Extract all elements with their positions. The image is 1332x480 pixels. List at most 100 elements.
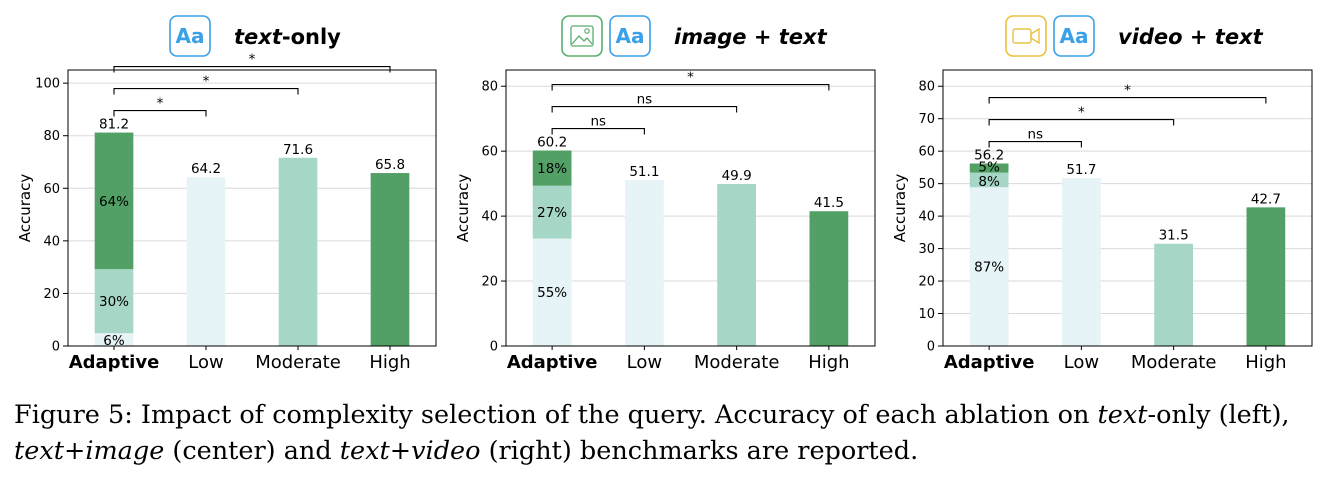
significance-bracket [551,83,830,91]
caption-italic-2: text+image [14,436,165,466]
significance-bracket [551,127,645,135]
image-icon-sun [584,28,590,34]
adaptive-share-label: 6% [103,333,125,349]
plot-frame [67,69,437,347]
text-icon-glyph: Aa [176,24,205,48]
adaptive-share-label: 30% [99,294,129,310]
y-tick-label: 40 [918,210,935,225]
bar-moderate [1154,243,1193,346]
caption-text-4: (right) benchmarks are reported. [480,436,919,466]
bar-high [1246,207,1286,346]
x-tick-label: Low [627,352,662,373]
significance-bracket [551,105,738,113]
y-tick-label: 20 [918,275,935,290]
significance-label: * [249,52,256,68]
bar-value-label: 56.2 [974,148,1004,164]
x-tick-label: Adaptive [507,352,598,373]
image-icon [561,15,603,57]
x-tick-label: Low [1064,352,1099,373]
text-icon [169,15,211,57]
adaptive-share-label: 87% [974,260,1004,276]
significance-label: ns [590,114,606,130]
bar-value-label: 60.2 [537,135,567,151]
y-axis-label: Accuracy [454,174,472,243]
bar-moderate [278,157,318,346]
panel-title: text-only [234,25,341,49]
bar-value-label: 81.2 [99,117,129,133]
y-tick-label: 20 [481,275,498,290]
significance-label: * [687,70,694,86]
text-icon [609,15,651,57]
y-tick-label: 20 [43,287,60,302]
x-tick-label: Moderate [694,352,780,373]
adaptive-bar-segment-high [532,150,572,186]
adaptive-share-label: 8% [978,174,1000,190]
y-tick-label: 70 [918,112,935,127]
figure-caption: Figure 5: Impact of complexity selection… [14,397,1324,469]
bar-value-label: 41.5 [814,195,844,211]
chart-panel-1: Aa text-only 0 20 40 60 80 100 Accuracy 6% 30% 64% 8… [16,15,437,373]
plot-frame [505,69,876,347]
adaptive-bar-segment-low [969,187,1009,346]
bar-value-label: 31.5 [1159,228,1189,244]
bar-high [809,211,849,346]
x-tick-label: Adaptive [944,352,1035,373]
y-tick-label: 40 [481,210,498,225]
x-tick-label: Moderate [1131,352,1217,373]
chart-panel-2: Aa image + text 0 20 40 60 80 Accuracy 55% 27% 18%… [454,15,876,373]
significance-label: ns [637,92,653,108]
y-tick-label: 60 [918,145,935,160]
bar-moderate [717,183,756,346]
panel-header: Aa video + text [1005,15,1264,57]
adaptive-share-label: 27% [537,205,567,221]
x-tick-label: Low [188,352,223,373]
bar-value-label: 42.7 [1251,191,1281,207]
y-tick-label: 60 [481,145,498,160]
y-tick-label: 60 [43,182,60,197]
bar-low [186,177,226,346]
y-tick-label: 0 [927,340,935,355]
significance-bracket [113,66,391,73]
significance-label: * [1124,83,1131,99]
x-tick-label: High [808,352,849,373]
text-icon-glyph: Aa [616,24,645,48]
adaptive-share-label: 5% [978,160,1000,176]
significance-label: * [157,96,164,112]
adaptive-share-label: 18% [537,161,567,177]
significance-bracket [113,88,299,95]
adaptive-share-label: 55% [537,285,567,301]
panel-title: image + text [674,25,828,49]
caption-italic-3: text+video [339,436,481,466]
significance-bracket [988,96,1267,104]
bar-value-label: 65.8 [375,157,405,173]
bar-value-label: 51.1 [629,164,659,180]
image-icon-mountain [571,35,593,45]
y-tick-label: 80 [481,80,498,95]
y-tick-label: 0 [52,340,60,355]
y-tick-label: 0 [490,340,498,355]
y-tick-label: 30 [918,242,935,257]
y-tick-label: 40 [43,234,60,249]
caption-text-3: (center) and [164,436,340,466]
y-axis-label: Accuracy [16,174,34,243]
adaptive-bar-segment-moderate [969,172,1009,188]
adaptive-bar-segment-moderate [94,269,134,334]
significance-bracket [988,118,1175,126]
adaptive-bar-segment-low [532,238,572,346]
image-icon-frame [570,25,594,47]
significance-label: * [203,74,210,90]
adaptive-bar-segment-high [969,163,1009,173]
caption-italic-1: text [1097,400,1148,430]
y-tick-label: 10 [918,307,935,322]
video-icon [1005,15,1047,57]
bar-low [625,180,664,346]
text-icon-glyph: Aa [1060,24,1089,48]
y-axis-label: Accuracy [891,174,909,243]
adaptive-bar-segment-moderate [532,185,572,239]
adaptive-bar-segment-high [94,132,134,270]
plot-frame [942,69,1313,347]
caption-text-1: Figure 5: Impact of complexity selection… [14,400,1098,430]
x-tick-label: Adaptive [69,352,160,373]
panel-header: Aa image + text [561,15,828,57]
bar-value-label: 64.2 [191,161,221,177]
